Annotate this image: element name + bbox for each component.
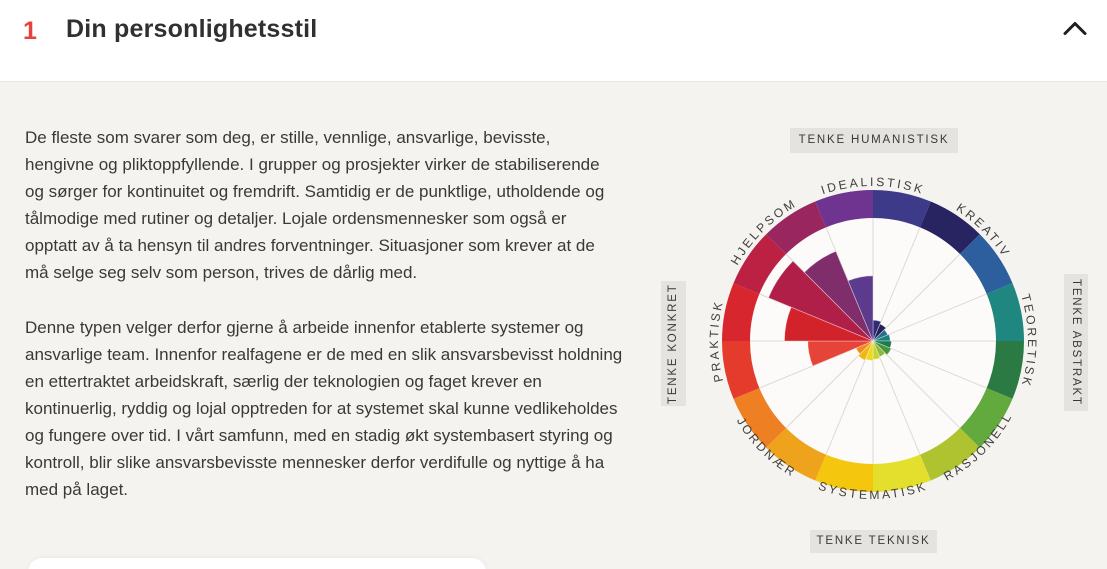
wheel-gridline — [872, 227, 921, 342]
wheel-gridline — [785, 340, 874, 429]
page-title: Din personlighetsstil — [66, 15, 318, 43]
wheel-style-label: PRAKTISK — [707, 298, 726, 383]
wheel-petal — [872, 340, 892, 356]
wheel-gridline — [759, 340, 874, 389]
wheel-gridline — [872, 340, 961, 429]
wheel-ring-segment — [733, 234, 787, 294]
wheel-petal — [807, 340, 874, 367]
wheel-ring-segment — [815, 190, 873, 228]
wheel-ring-segment — [722, 341, 760, 399]
wheel-ring-segment — [733, 388, 787, 448]
wheel-petal — [872, 319, 882, 342]
wheel-gridline — [872, 253, 961, 342]
description-text: De fleste som svarer som deg, er stille,… — [25, 124, 623, 531]
next-section-card — [28, 558, 486, 569]
wheel-gridline — [872, 340, 921, 455]
axis-label-abstrakt: TENKE ABSTRAKT — [1064, 274, 1088, 411]
wheel-petal — [872, 340, 886, 358]
wheel-ring-segment — [959, 234, 1013, 294]
wheel-petal — [855, 340, 874, 355]
wheel-ring-segment — [766, 427, 826, 481]
section-header: 1 Din personlighetsstil — [0, 0, 1107, 82]
wheel-petal — [872, 340, 881, 360]
wheel-ring-segment — [986, 341, 1024, 399]
wheel-gridline — [872, 340, 987, 389]
wheel-ring-segment — [873, 454, 931, 492]
wheel-gridline — [872, 293, 987, 342]
wheel-ring-segment — [766, 201, 826, 255]
chevron-up-icon — [1063, 21, 1087, 35]
wheel-petal — [872, 333, 891, 342]
wheel-petal — [847, 275, 874, 342]
personality-wheel-chart: IDEALISTISKKREATIVTEORETISKRASJONELLSYST… — [707, 175, 1037, 502]
description-paragraph-1: De fleste som svarer som deg, er stille,… — [25, 128, 605, 282]
wheel-petal — [767, 260, 874, 342]
wheel-petal — [864, 340, 874, 362]
wheel-ring-segment — [815, 454, 873, 492]
wheel-petal — [872, 323, 887, 342]
wheel-petal — [857, 340, 874, 361]
wheel-ring-segment — [959, 388, 1013, 448]
axis-label-konkret: TENKE KONKRET — [661, 281, 686, 406]
wheel-ring-segment — [873, 190, 931, 228]
section-number: 1 — [23, 17, 37, 45]
collapse-section-button[interactable] — [1057, 12, 1093, 48]
axis-label-abstrakt-text: TENKE ABSTRAKT — [1070, 279, 1082, 406]
axis-label-teknisk: TENKE TEKNISK — [810, 530, 937, 553]
wheel-ring-segment — [920, 201, 980, 255]
description-paragraph-2: Denne typen velger derfor gjerne å arbei… — [25, 318, 623, 499]
wheel-ring-segment — [920, 427, 980, 481]
wheel-petal — [872, 329, 889, 342]
wheel-ring-segment — [986, 283, 1024, 341]
wheel-petal — [872, 340, 892, 349]
axis-label-humanistisk: TENKE HUMANISTISK — [790, 128, 958, 153]
wheel-petal — [803, 250, 874, 342]
wheel-ring-segment — [722, 283, 760, 341]
wheel-petal — [784, 306, 874, 342]
